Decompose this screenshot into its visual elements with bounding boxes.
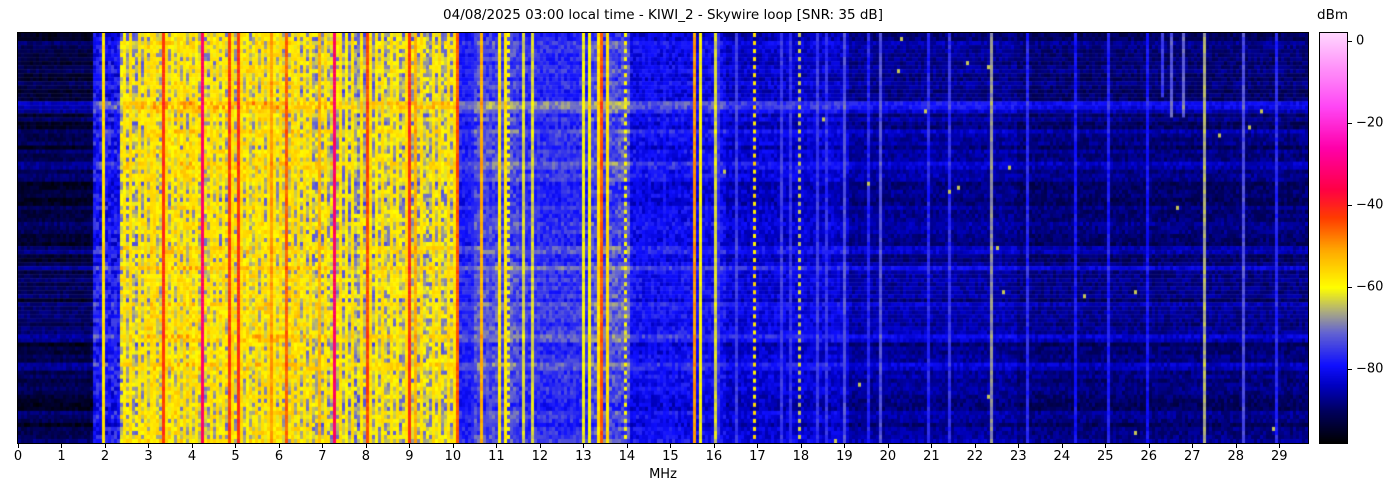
x-tick-mark xyxy=(844,444,846,448)
x-tick-label: 5 xyxy=(231,449,240,464)
x-tick-mark xyxy=(409,444,411,448)
x-axis-label: MHz xyxy=(649,467,677,482)
x-tick-mark xyxy=(148,444,150,448)
x-tick-label: 18 xyxy=(792,449,810,464)
x-tick-mark xyxy=(931,444,933,448)
plot-title: 04/08/2025 03:00 local time - KIWI_2 - S… xyxy=(443,7,883,23)
colorbar-tick-mark xyxy=(1348,369,1352,371)
x-tick-label: 19 xyxy=(836,449,853,464)
colorbar-tick-label: −20 xyxy=(1356,115,1384,131)
x-tick-mark xyxy=(626,444,628,448)
x-tick-label: 8 xyxy=(361,449,371,464)
x-tick-mark xyxy=(322,444,324,448)
x-tick-mark xyxy=(974,444,976,448)
x-tick-label: 28 xyxy=(1227,449,1245,464)
x-tick-mark xyxy=(757,444,759,448)
x-tick-mark xyxy=(191,444,193,448)
x-tick-label: 16 xyxy=(705,449,723,464)
x-tick-label: 14 xyxy=(618,449,636,464)
x-tick-label: 13 xyxy=(575,449,592,464)
x-tick-label: 23 xyxy=(1010,449,1027,464)
x-tick-label: 24 xyxy=(1053,449,1071,464)
x-tick-label: 22 xyxy=(966,449,984,464)
x-tick-mark xyxy=(539,444,541,448)
x-tick-label: 17 xyxy=(749,449,766,464)
x-tick-mark xyxy=(1061,444,1063,448)
x-tick-label: 7 xyxy=(318,449,327,464)
x-tick-mark xyxy=(583,444,585,448)
x-tick-mark xyxy=(1148,444,1150,448)
x-tick-mark xyxy=(1235,444,1237,448)
colorbar-gradient xyxy=(1319,32,1348,444)
x-tick-mark xyxy=(713,444,715,448)
x-tick-label: 20 xyxy=(879,449,897,464)
x-tick-label: 26 xyxy=(1140,449,1158,464)
x-tick-mark xyxy=(887,444,889,448)
x-tick-label: 9 xyxy=(405,449,414,464)
x-tick-label: 1 xyxy=(57,449,66,464)
spectrogram-heatmap xyxy=(17,32,1309,444)
colorbar-tick-label: −60 xyxy=(1356,279,1384,295)
x-tick-mark xyxy=(278,444,280,448)
colorbar-unit-label: dBm xyxy=(1317,7,1348,23)
x-tick-label: 29 xyxy=(1271,449,1288,464)
x-tick-mark xyxy=(1279,444,1281,448)
colorbar-tick-label: 0 xyxy=(1356,33,1365,49)
x-tick-mark xyxy=(1192,444,1194,448)
x-tick-mark xyxy=(670,444,672,448)
x-tick-label: 4 xyxy=(187,449,197,464)
x-tick-mark xyxy=(1105,444,1107,448)
x-tick-label: 2 xyxy=(100,449,110,464)
colorbar-tick-label: −40 xyxy=(1356,197,1384,213)
x-tick-label: 0 xyxy=(13,449,23,464)
x-tick-mark xyxy=(800,444,802,448)
x-tick-mark xyxy=(18,444,19,448)
colorbar-tick-mark xyxy=(1348,123,1352,125)
x-tick-mark xyxy=(104,444,106,448)
colorbar-tick-label: −80 xyxy=(1356,361,1384,377)
x-tick-mark xyxy=(61,444,63,448)
x-tick-label: 3 xyxy=(144,449,153,464)
x-tick-label: 11 xyxy=(488,449,505,464)
x-tick-label: 21 xyxy=(923,449,940,464)
x-tick-mark xyxy=(365,444,367,448)
colorbar-tick-mark xyxy=(1348,205,1352,207)
colorbar-tick-mark xyxy=(1348,287,1352,289)
x-tick-label: 27 xyxy=(1184,449,1201,464)
x-tick-mark xyxy=(1018,444,1020,448)
x-tick-label: 10 xyxy=(444,449,462,464)
colorbar-tick-mark xyxy=(1348,41,1352,43)
x-tick-label: 25 xyxy=(1097,449,1114,464)
x-tick-label: 12 xyxy=(531,449,549,464)
x-tick-label: 6 xyxy=(274,449,284,464)
x-tick-mark xyxy=(235,444,237,448)
x-tick-label: 15 xyxy=(662,449,679,464)
x-tick-mark xyxy=(452,444,454,448)
x-tick-mark xyxy=(496,444,498,448)
